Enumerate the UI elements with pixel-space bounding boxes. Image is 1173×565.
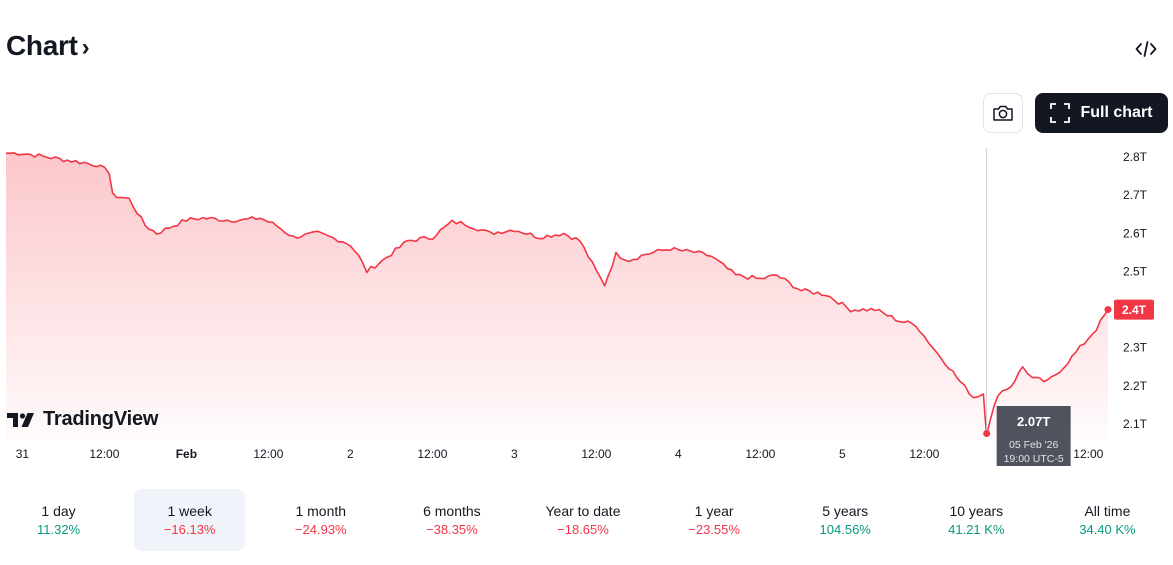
period-change: −24.93% (294, 522, 347, 537)
y-tick-label: 2.6T (1123, 226, 1148, 240)
embed-code-button[interactable] (1133, 36, 1159, 62)
tooltip-date: 05 Feb '26 (1009, 439, 1058, 451)
period-tab[interactable]: 1 week −16.13% (134, 489, 246, 551)
x-tick-label: 3 (511, 447, 518, 461)
fullscreen-icon (1050, 103, 1071, 123)
period-change: 11.32% (36, 522, 81, 537)
period-change: −23.55% (688, 522, 740, 537)
full-chart-button[interactable]: Full chart (1035, 93, 1168, 133)
last-point-marker (1104, 306, 1112, 314)
period-label: 1 week (167, 503, 212, 519)
period-tab[interactable]: 1 month −24.93% (265, 489, 376, 551)
period-change: 34.40 K% (1079, 522, 1136, 537)
tooltip-time: 19:00 UTC-5 (1004, 453, 1064, 465)
tooltip-value: 2.07T (1017, 414, 1050, 429)
period-label: 1 month (295, 503, 347, 519)
tradingview-logo-icon (7, 412, 34, 427)
x-tick-label: 12:00 (745, 447, 775, 461)
camera-icon (993, 105, 1013, 121)
period-label: 1 year (694, 503, 734, 519)
x-tick-label: 12:00 (253, 447, 283, 461)
snapshot-button[interactable] (983, 93, 1023, 133)
price-area (6, 152, 1108, 440)
period-change: 104.56% (819, 522, 871, 537)
chevron-right-icon[interactable]: › (81, 34, 90, 61)
period-change: −38.35% (426, 522, 478, 537)
y-tick-label: 2.1T (1123, 417, 1148, 431)
x-tick-label: 4 (675, 447, 682, 461)
x-tick-label: 12:00 (1073, 447, 1103, 461)
period-change: −18.65% (557, 522, 609, 537)
period-label: 6 months (423, 503, 481, 519)
y-tick-label: 2.3T (1123, 341, 1148, 355)
x-tick-label: 2 (347, 447, 354, 461)
period-tab[interactable]: 5 years 104.56% (790, 489, 901, 551)
y-tick-label: 2.7T (1123, 188, 1148, 202)
period-tab[interactable]: Year to date −18.65% (527, 489, 638, 551)
period-selector[interactable]: 1 day 11.32% 1 week −16.13% 1 month −24.93% 6 … (0, 489, 1173, 551)
tooltip-box (996, 406, 1071, 466)
x-tick-label: 5 (839, 447, 846, 461)
x-tick-label: 31 (16, 447, 30, 461)
page-title[interactable]: Chart (6, 30, 78, 61)
y-tick-label: 2.2T (1123, 379, 1148, 393)
x-tick-label: Feb (176, 447, 197, 461)
period-label: Year to date (545, 503, 621, 519)
y-tick-label: 2.8T (1123, 150, 1148, 164)
period-tab[interactable]: 1 day 11.32% (3, 489, 114, 551)
tradingview-logo-text: TradingView (43, 408, 159, 430)
x-tick-label: 12:00 (89, 447, 119, 461)
price-line (6, 152, 1109, 436)
low-point-marker (983, 430, 991, 438)
period-tab[interactable]: 1 year −23.55% (659, 489, 770, 551)
x-tick-label: 12:00 (417, 447, 447, 461)
x-tick-label: 12:00 (581, 447, 611, 461)
period-tab[interactable]: All time 34.40 K% (1052, 489, 1163, 551)
x-tick-label: 12:00 (909, 447, 939, 461)
last-value-badge (1114, 299, 1154, 320)
chart-header[interactable]: Chart › (6, 30, 90, 62)
period-tab[interactable]: 10 years 41.21 K% (921, 489, 1032, 551)
period-label: 10 years (949, 503, 1004, 519)
period-label: 1 day (41, 503, 76, 519)
period-change: 41.21 K% (948, 522, 1005, 537)
crosshair-tooltip: 2.07T 05 Feb '26 19:00 UTC-5 (996, 406, 1071, 466)
code-icon (1135, 41, 1157, 57)
period-label: 5 years (822, 503, 869, 519)
y-tick-label: 2.5T (1123, 264, 1148, 278)
period-tab[interactable]: 6 months −38.35% (396, 489, 507, 551)
tradingview-logo: TradingView (7, 408, 158, 431)
period-label: All time (1084, 503, 1131, 519)
last-value-label: 2.4T (1122, 303, 1147, 317)
period-change: −16.13% (163, 522, 216, 537)
full-chart-label: Full chart (1080, 104, 1153, 121)
price-chart[interactable]: 2.1T 2.2T 2.3T 2.5T 2.6T 2.7T 2.8T 31 12:00 Feb 1… (0, 140, 1173, 470)
